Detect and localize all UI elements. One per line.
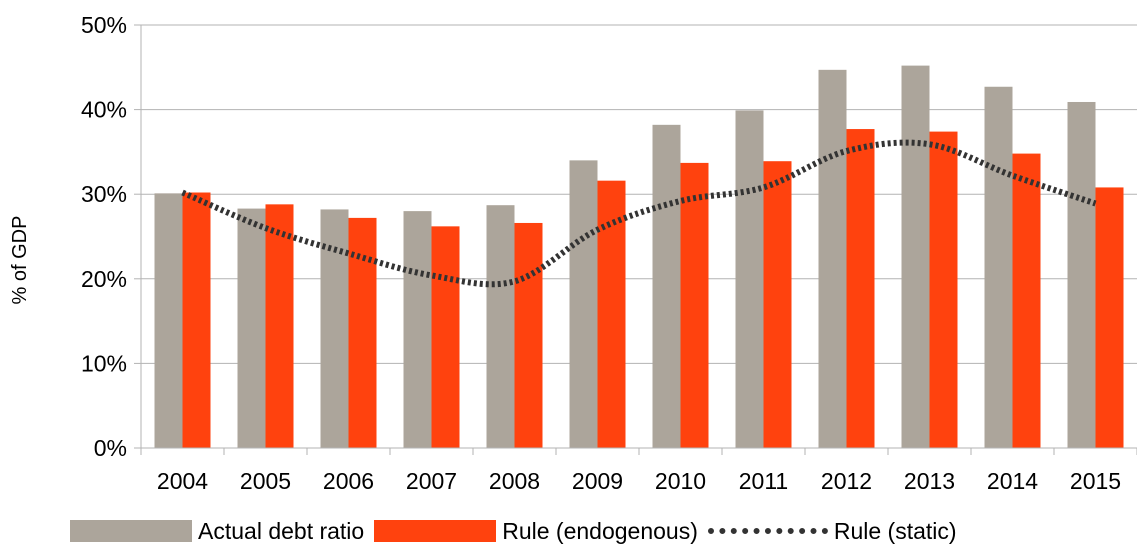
bars bbox=[154, 65, 1124, 449]
bar-actual-debt-ratio bbox=[735, 110, 764, 449]
legend: Actual debt ratio Rule (endogenous) Rule… bbox=[70, 516, 957, 546]
bar-actual-debt-ratio bbox=[1067, 101, 1096, 449]
legend-item-static: Rule (static) bbox=[707, 517, 957, 545]
legend-item-endogenous: Rule (endogenous) bbox=[374, 518, 698, 545]
bar-rule-endogenous bbox=[514, 222, 543, 448]
x-tick-label: 2012 bbox=[821, 468, 872, 494]
bar-rule-endogenous bbox=[763, 161, 792, 448]
legend-label-actual: Actual debt ratio bbox=[198, 517, 365, 544]
x-tick-label: 2007 bbox=[406, 468, 457, 494]
bar-actual-debt-ratio bbox=[237, 208, 266, 448]
bar-rule-endogenous bbox=[1012, 153, 1041, 449]
bar-actual-debt-ratio bbox=[652, 124, 681, 448]
x-tick-label: 2006 bbox=[323, 468, 374, 494]
x-tick-label: 2013 bbox=[904, 468, 955, 494]
x-tick-label: 2009 bbox=[572, 468, 623, 494]
static-rule-line-layer bbox=[181, 139, 1097, 288]
y-tick-label: 40% bbox=[81, 97, 127, 123]
y-tick-label: 10% bbox=[81, 350, 127, 376]
x-tick-label: 2010 bbox=[655, 468, 706, 494]
x-tick-label: 2015 bbox=[1070, 468, 1121, 494]
bar-actual-debt-ratio bbox=[154, 193, 183, 448]
y-tick-label: 20% bbox=[81, 266, 127, 292]
chart-plot: 0% 10% 20% 30% 40% 50% 2004 2005 2006 2007 2008 200… bbox=[9, 12, 1137, 494]
legend-item-actual: Actual debt ratio bbox=[70, 518, 364, 545]
y-axis-label: % of GDP bbox=[9, 216, 31, 305]
legend-swatch-static bbox=[707, 528, 828, 534]
legend-label-endogenous: Rule (endogenous) bbox=[502, 517, 698, 544]
x-tick-label: 2011 bbox=[739, 468, 788, 494]
axes: 0% 10% 20% 30% 40% 50% 2004 2005 2006 2007 2008 200… bbox=[81, 12, 1137, 494]
legend-swatch-actual bbox=[70, 520, 192, 542]
bar-rule-endogenous bbox=[182, 192, 211, 448]
bar-rule-endogenous bbox=[846, 129, 875, 449]
bar-rule-endogenous bbox=[680, 162, 709, 448]
x-tick-label: 2008 bbox=[489, 468, 540, 494]
bar-actual-debt-ratio bbox=[486, 205, 515, 448]
legend-label-static: Rule (static) bbox=[833, 517, 957, 544]
x-tick-label: 2004 bbox=[157, 468, 208, 494]
bar-actual-debt-ratio bbox=[569, 160, 598, 449]
x-tick-label: 2014 bbox=[987, 468, 1038, 494]
bar-rule-endogenous bbox=[1095, 187, 1124, 448]
bar-actual-debt-ratio bbox=[403, 211, 432, 448]
bar-rule-endogenous bbox=[431, 226, 460, 448]
line-rule-static bbox=[181, 139, 1097, 288]
bar-actual-debt-ratio bbox=[984, 86, 1013, 449]
legend-swatch-endogenous bbox=[374, 520, 497, 542]
y-tick-label: 50% bbox=[81, 12, 127, 38]
bar-actual-debt-ratio bbox=[901, 65, 930, 448]
bar-rule-endogenous bbox=[265, 204, 294, 448]
y-tick-label: 30% bbox=[81, 181, 127, 207]
bar-actual-debt-ratio bbox=[818, 69, 847, 448]
bar-rule-endogenous bbox=[929, 131, 958, 448]
y-tick-label: 0% bbox=[94, 435, 127, 461]
x-tick-label: 2005 bbox=[240, 468, 291, 494]
